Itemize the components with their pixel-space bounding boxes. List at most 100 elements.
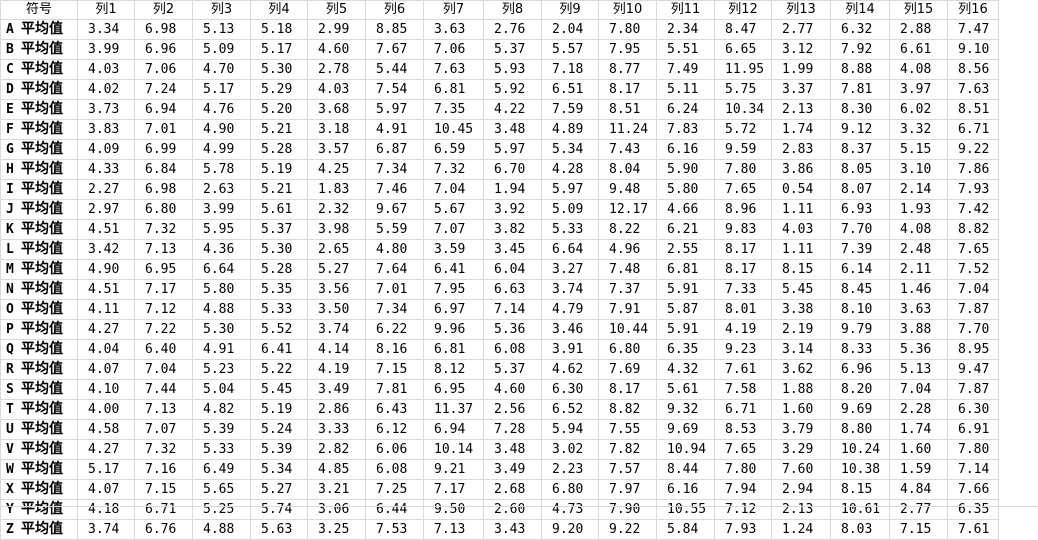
data-cell[interactable]: 5.09 xyxy=(541,199,599,220)
data-cell[interactable]: 7.13 xyxy=(134,239,193,260)
data-cell[interactable]: 4.88 xyxy=(192,519,251,540)
data-cell[interactable]: 5.87 xyxy=(656,299,715,320)
data-cell[interactable]: 5.61 xyxy=(656,379,715,400)
data-cell[interactable]: 7.80 xyxy=(714,459,772,480)
data-cell[interactable]: 8.07 xyxy=(830,179,890,200)
data-cell[interactable]: 7.06 xyxy=(423,39,484,60)
data-cell[interactable]: 3.49 xyxy=(307,379,366,400)
data-cell[interactable]: 4.19 xyxy=(307,359,366,380)
data-cell[interactable]: 7.65 xyxy=(714,179,772,200)
data-cell[interactable]: 6.30 xyxy=(947,399,999,420)
data-cell[interactable]: 7.12 xyxy=(134,299,193,320)
data-cell[interactable]: 5.37 xyxy=(250,219,308,240)
data-cell[interactable]: 7.70 xyxy=(947,319,999,340)
data-cell[interactable]: 3.27 xyxy=(541,259,599,280)
column-header[interactable]: 列13 xyxy=(771,0,831,20)
data-cell[interactable]: 6.61 xyxy=(889,39,948,60)
data-cell[interactable]: 5.97 xyxy=(483,139,542,160)
data-cell[interactable]: 11.95 xyxy=(714,59,772,80)
data-cell[interactable]: 5.94 xyxy=(541,419,599,440)
data-cell[interactable]: 5.21 xyxy=(250,179,308,200)
data-cell[interactable]: 6.95 xyxy=(423,379,484,400)
data-cell[interactable]: 1.74 xyxy=(771,119,831,140)
data-cell[interactable]: 4.60 xyxy=(307,39,366,60)
data-cell[interactable]: 4.36 xyxy=(192,239,251,260)
data-cell[interactable]: 9.22 xyxy=(947,139,999,160)
data-cell[interactable]: 5.57 xyxy=(541,39,599,60)
row-key-cell[interactable]: F 平均值 xyxy=(0,119,78,140)
data-cell[interactable]: 1.74 xyxy=(889,419,948,440)
row-key-cell[interactable]: J 平均值 xyxy=(0,199,78,220)
data-cell[interactable]: 7.47 xyxy=(947,19,999,40)
data-cell[interactable]: 3.12 xyxy=(771,39,831,60)
row-key-cell[interactable]: V 平均值 xyxy=(0,439,78,460)
data-cell[interactable]: 6.35 xyxy=(656,339,715,360)
data-cell[interactable]: 7.42 xyxy=(947,199,999,220)
data-cell[interactable]: 3.42 xyxy=(77,239,135,260)
data-cell[interactable]: 5.93 xyxy=(483,59,542,80)
data-cell[interactable]: 6.41 xyxy=(423,259,484,280)
data-cell[interactable]: 8.17 xyxy=(714,239,772,260)
data-cell[interactable]: 7.04 xyxy=(423,179,484,200)
data-cell[interactable]: 4.10 xyxy=(77,379,135,400)
data-cell[interactable]: 7.65 xyxy=(947,239,999,260)
data-cell[interactable]: 7.83 xyxy=(656,119,715,140)
data-cell[interactable]: 8.44 xyxy=(656,459,715,480)
data-cell[interactable]: 9.69 xyxy=(656,419,715,440)
data-cell[interactable]: 3.97 xyxy=(889,79,948,100)
data-cell[interactable]: 9.47 xyxy=(947,359,999,380)
data-cell[interactable]: 4.27 xyxy=(77,439,135,460)
data-cell[interactable]: 8.45 xyxy=(830,279,890,300)
data-cell[interactable]: 7.15 xyxy=(365,359,424,380)
column-header[interactable]: 列11 xyxy=(656,0,715,20)
data-cell[interactable]: 3.50 xyxy=(307,299,366,320)
row-key-cell[interactable]: K 平均值 xyxy=(0,219,78,240)
data-cell[interactable]: 3.99 xyxy=(192,199,251,220)
data-cell[interactable]: 3.48 xyxy=(483,439,542,460)
data-cell[interactable]: 8.88 xyxy=(830,59,890,80)
data-cell[interactable]: 6.80 xyxy=(541,479,599,500)
data-cell[interactable]: 7.07 xyxy=(134,419,193,440)
data-cell[interactable]: 7.66 xyxy=(947,479,999,500)
data-cell[interactable]: 5.45 xyxy=(250,379,308,400)
data-cell[interactable]: 5.33 xyxy=(250,299,308,320)
data-cell[interactable]: 2.97 xyxy=(77,199,135,220)
data-cell[interactable]: 4.70 xyxy=(192,59,251,80)
row-key-cell[interactable]: D 平均值 xyxy=(0,79,78,100)
data-cell[interactable]: 4.91 xyxy=(192,339,251,360)
row-key-cell[interactable]: Q 平均值 xyxy=(0,339,78,360)
data-cell[interactable]: 7.60 xyxy=(771,459,831,480)
data-cell[interactable]: 8.56 xyxy=(947,59,999,80)
data-cell[interactable]: 4.07 xyxy=(77,359,135,380)
column-header[interactable]: 列6 xyxy=(365,0,424,20)
data-cell[interactable]: 3.74 xyxy=(541,279,599,300)
data-cell[interactable]: 6.80 xyxy=(134,199,193,220)
data-cell[interactable]: 9.79 xyxy=(830,319,890,340)
row-key-cell[interactable]: L 平均值 xyxy=(0,239,78,260)
data-cell[interactable]: 5.80 xyxy=(656,179,715,200)
data-cell[interactable]: 4.08 xyxy=(889,219,948,240)
data-cell[interactable]: 9.10 xyxy=(947,39,999,60)
data-cell[interactable]: 12.17 xyxy=(598,199,657,220)
data-cell[interactable]: 3.62 xyxy=(771,359,831,380)
data-cell[interactable]: 7.32 xyxy=(423,159,484,180)
data-cell[interactable]: 3.57 xyxy=(307,139,366,160)
data-cell[interactable]: 7.70 xyxy=(830,219,890,240)
data-cell[interactable]: 4.58 xyxy=(77,419,135,440)
data-cell[interactable]: 6.81 xyxy=(656,259,715,280)
data-cell[interactable]: 7.04 xyxy=(947,279,999,300)
data-cell[interactable]: 7.22 xyxy=(134,319,193,340)
data-cell[interactable]: 3.18 xyxy=(307,119,366,140)
data-cell[interactable]: 5.75 xyxy=(714,79,772,100)
data-cell[interactable]: 9.22 xyxy=(598,519,657,540)
data-cell[interactable]: 7.18 xyxy=(541,59,599,80)
data-cell[interactable]: 10.24 xyxy=(830,439,890,460)
data-cell[interactable]: 6.02 xyxy=(889,99,948,120)
data-cell[interactable]: 5.22 xyxy=(250,359,308,380)
data-cell[interactable]: 3.29 xyxy=(771,439,831,460)
data-cell[interactable]: 8.96 xyxy=(714,199,772,220)
data-cell[interactable]: 6.81 xyxy=(423,339,484,360)
data-cell[interactable]: 3.99 xyxy=(77,39,135,60)
data-cell[interactable]: 7.61 xyxy=(714,359,772,380)
data-cell[interactable]: 5.63 xyxy=(250,519,308,540)
